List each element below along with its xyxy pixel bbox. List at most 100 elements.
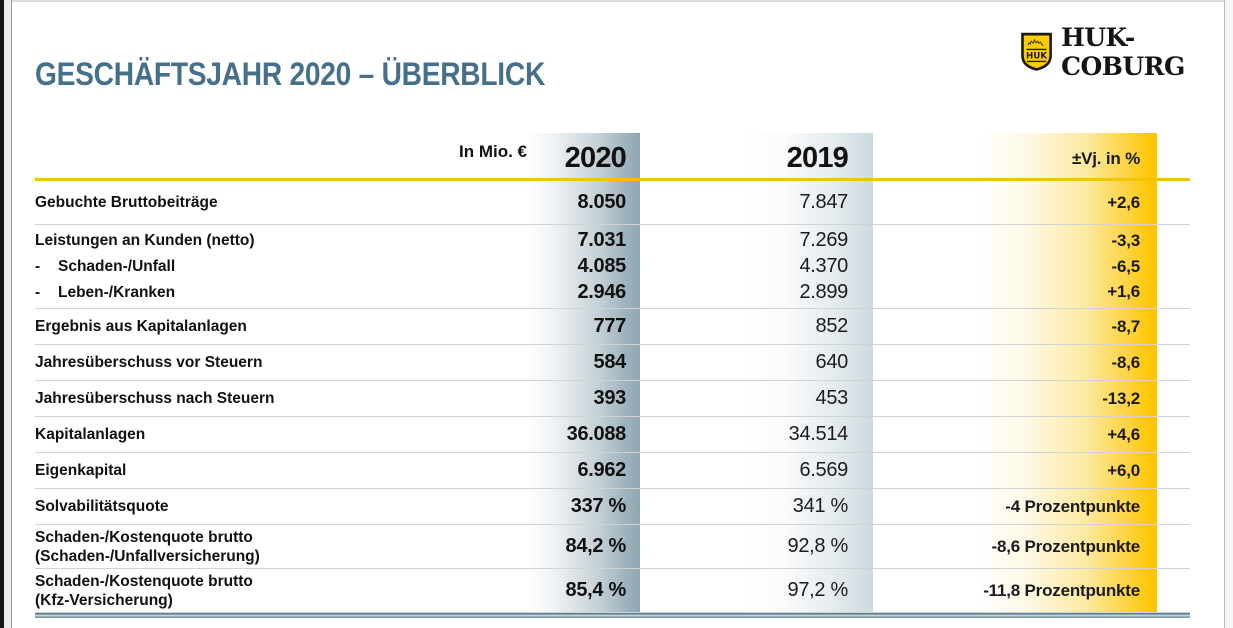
row-label: - Schaden-/Unfall xyxy=(35,257,527,276)
row-label-line: Jahresüberschuss nach Steuern xyxy=(35,389,275,408)
value-delta: -4 Prozentpunkte xyxy=(1005,496,1140,516)
row-label-text: Schaden-/Kostenquote brutto xyxy=(35,572,253,590)
row-label: Leistungen an Kunden (netto) xyxy=(35,231,527,250)
row-label-line2: (Schaden-/Unfallversicherung) xyxy=(35,547,260,566)
overview-table: In Mio. € 2020 2019 ±Vj. in % Gebuchte B… xyxy=(35,133,1190,618)
row-label-text: Solvabilitätsquote xyxy=(35,498,169,515)
value-2019: 7.847 xyxy=(799,191,848,213)
value-2020: 337 % xyxy=(570,495,627,517)
value-delta: -11,8 Prozentpunkte xyxy=(983,580,1140,600)
sub-item-dash: - xyxy=(35,258,41,275)
row-label: - Leben-/Kranken xyxy=(35,283,527,302)
value-2019: 2.899 xyxy=(799,280,848,303)
table-row: Jahresüberschuss vor Steuern 584 640 -8,6 xyxy=(35,345,1190,381)
value-2019: 7.269 xyxy=(799,229,848,252)
table-header-row: In Mio. € 2020 2019 ±Vj. in % xyxy=(35,133,1190,181)
row-label-line: Solvabilitätsquote xyxy=(35,497,169,516)
unit-label: In Mio. € xyxy=(459,141,527,161)
row-label: Schaden-/Kostenquote brutto (Kfz-Versiche… xyxy=(35,572,527,610)
value-2019: 852 xyxy=(815,315,849,337)
value-2020: 2.946 xyxy=(577,280,626,303)
row-label-text: Gebuchte Bruttobeiträge xyxy=(35,194,218,211)
table-row: Gebuchte Bruttobeiträge 8.050 7.847 +2,6 xyxy=(35,181,1190,225)
value-2019: 341 % xyxy=(792,495,849,517)
row-label-line: Schaden-/Kostenquote brutto xyxy=(35,528,253,547)
row-label-text: Schaden-/Kostenquote brutto xyxy=(35,528,253,546)
viewer-left-edge xyxy=(0,0,4,628)
table-row: Schaden-/Kostenquote brutto (Schaden-/Unf… xyxy=(35,525,1190,569)
table-row: Leistungen an Kunden (netto) 7.031 7.269 -3… xyxy=(35,225,1190,309)
row-label-text: Leben-/Kranken xyxy=(58,283,176,301)
table-row-line: Schaden-/Kostenquote brutto (Kfz-Versiche… xyxy=(35,569,1190,612)
page-top-border xyxy=(4,0,1233,2)
row-label-text: Jahresüberschuss vor Steuern xyxy=(35,354,263,371)
col-header-delta: ±Vj. in % xyxy=(1072,149,1140,168)
row-label-line: Eigenkapital xyxy=(35,461,126,480)
col-header-2019: 2019 xyxy=(786,142,849,174)
band-2020-column xyxy=(527,133,640,613)
row-label: Solvabilitätsquote xyxy=(35,497,527,516)
value-2020: 8.050 xyxy=(577,191,626,213)
band-delta-column xyxy=(980,133,1157,613)
table-row: Kapitalanlagen 36.088 34.514 +4,6 xyxy=(35,417,1190,453)
value-2020: 584 xyxy=(593,351,627,373)
table-row-line: Solvabilitätsquote 337 % 341 % -4 Prozentpu… xyxy=(35,489,1190,524)
table-body: Gebuchte Bruttobeiträge 8.050 7.847 +2,6 Lei… xyxy=(35,181,1190,613)
table-row-line: Schaden-/Kostenquote brutto (Schaden-/Unf… xyxy=(35,525,1190,568)
row-label: Jahresüberschuss vor Steuern xyxy=(35,353,527,372)
row-label: Schaden-/Kostenquote brutto (Schaden-/Unf… xyxy=(35,528,527,566)
value-2020: 36.088 xyxy=(566,423,627,445)
row-label-text: Kapitalanlagen xyxy=(35,426,146,443)
value-2020: 84,2 % xyxy=(565,535,627,557)
table-row-line: Gebuchte Bruttobeiträge 8.050 7.847 +2,6 xyxy=(35,181,1190,224)
value-delta: +6,0 xyxy=(1107,460,1140,480)
row-label-line: Gebuchte Bruttobeiträge xyxy=(35,193,218,212)
value-2019: 640 xyxy=(815,351,849,373)
page-title: GESCHÄFTSJAHR 2020 – ÜBERBLICK xyxy=(35,56,546,92)
table-row-line: Eigenkapital 6.962 6.569 +6,0 xyxy=(35,453,1190,488)
table-row-line: Jahresüberschuss nach Steuern 393 453 -13,2 xyxy=(35,381,1190,416)
row-label-line: Ergebnis aus Kapitalanlagen xyxy=(35,317,247,336)
value-2020: 7.031 xyxy=(577,229,626,252)
row-label: Gebuchte Bruttobeiträge xyxy=(35,193,527,212)
value-2019: 4.370 xyxy=(799,255,848,277)
row-label: Kapitalanlagen xyxy=(35,425,527,444)
row-label-text: Leistungen an Kunden (netto) xyxy=(35,232,255,250)
svg-text:HUK: HUK xyxy=(1026,51,1047,61)
table-row-line: Ergebnis aus Kapitalanlagen 777 852 -8,7 xyxy=(35,309,1190,344)
page-right-margin xyxy=(1225,0,1233,628)
row-label-text2: (Schaden-/Unfallversicherung) xyxy=(35,547,260,565)
row-label-text2: (Kfz-Versicherung) xyxy=(35,591,173,609)
value-2019: 97,2 % xyxy=(787,579,849,601)
row-label-line2: (Kfz-Versicherung) xyxy=(35,591,173,610)
value-2020: 777 xyxy=(593,315,627,337)
band-2019-column xyxy=(745,133,873,613)
page-left-margin xyxy=(4,0,11,628)
table-row-line: Jahresüberschuss vor Steuern 584 640 -8,6 xyxy=(35,345,1190,380)
row-label-line: - Leben-/Kranken xyxy=(35,283,175,302)
value-delta: -8,7 xyxy=(1111,316,1141,336)
table-row: Schaden-/Kostenquote brutto (Kfz-Versiche… xyxy=(35,569,1190,613)
row-label-line: Kapitalanlagen xyxy=(35,425,145,444)
row-label-line: Leistungen an Kunden (netto) xyxy=(35,231,255,250)
row-label-text: Eigenkapital xyxy=(35,462,127,479)
table-row-line: Leistungen an Kunden (netto) 7.031 7.269 -3… xyxy=(35,228,1190,254)
col-header-2020: 2020 xyxy=(564,142,627,174)
sub-item-dash: - xyxy=(35,283,41,301)
huk-coburg-logo: HUK HUK-COBURG xyxy=(1020,21,1233,81)
page-left-border xyxy=(11,0,12,628)
value-delta: +2,6 xyxy=(1107,192,1140,212)
value-delta: -8,6 xyxy=(1111,352,1141,372)
huk-shield-icon: HUK xyxy=(1021,32,1052,71)
table-row-line: - Leben-/Kranken 2.946 2.899 +1,6 xyxy=(35,279,1190,305)
table-bottom-rule xyxy=(35,613,1190,618)
row-label: Jahresüberschuss nach Steuern xyxy=(35,389,527,408)
value-delta: -8,6 Prozentpunkte xyxy=(991,536,1141,556)
brand-name: HUK-COBURG xyxy=(1061,23,1185,81)
value-2019: 453 xyxy=(815,387,849,409)
value-2020: 85,4 % xyxy=(565,579,627,601)
table-row: Eigenkapital 6.962 6.569 +6,0 xyxy=(35,453,1190,489)
value-2019: 6.569 xyxy=(799,459,848,481)
row-label-text: Jahresüberschuss nach Steuern xyxy=(35,390,275,407)
